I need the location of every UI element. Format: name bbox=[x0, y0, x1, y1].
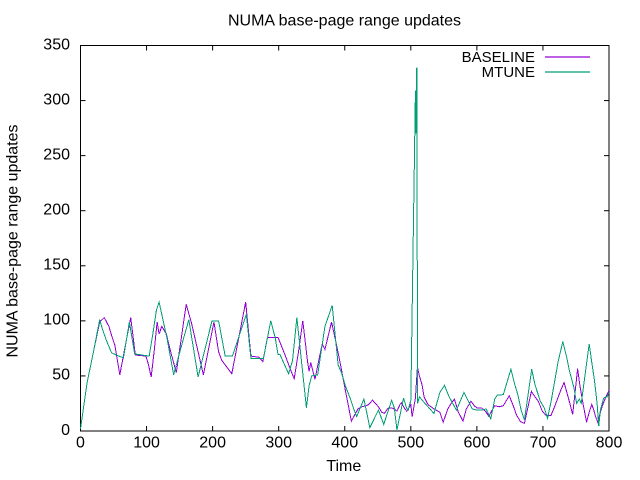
svg-text:Time: Time bbox=[326, 458, 361, 475]
svg-text:200: 200 bbox=[199, 435, 226, 452]
svg-text:350: 350 bbox=[43, 36, 70, 53]
svg-text:0: 0 bbox=[61, 422, 70, 439]
svg-text:700: 700 bbox=[530, 435, 557, 452]
svg-text:150: 150 bbox=[43, 257, 70, 274]
svg-text:NUMA base-page range updates: NUMA base-page range updates bbox=[5, 124, 22, 357]
svg-text:100: 100 bbox=[133, 435, 160, 452]
svg-text:NUMA base-page range updates: NUMA base-page range updates bbox=[228, 13, 461, 30]
svg-text:300: 300 bbox=[43, 91, 70, 108]
svg-text:50: 50 bbox=[52, 367, 70, 384]
svg-text:800: 800 bbox=[596, 435, 623, 452]
svg-text:600: 600 bbox=[464, 435, 491, 452]
svg-text:BASELINE: BASELINE bbox=[462, 49, 535, 66]
svg-text:300: 300 bbox=[265, 435, 292, 452]
svg-text:400: 400 bbox=[331, 435, 358, 452]
svg-text:MTUNE: MTUNE bbox=[482, 64, 535, 81]
svg-text:250: 250 bbox=[43, 146, 70, 163]
svg-text:500: 500 bbox=[397, 435, 424, 452]
svg-text:200: 200 bbox=[43, 202, 70, 219]
svg-text:0: 0 bbox=[76, 435, 85, 452]
svg-text:100: 100 bbox=[43, 312, 70, 329]
